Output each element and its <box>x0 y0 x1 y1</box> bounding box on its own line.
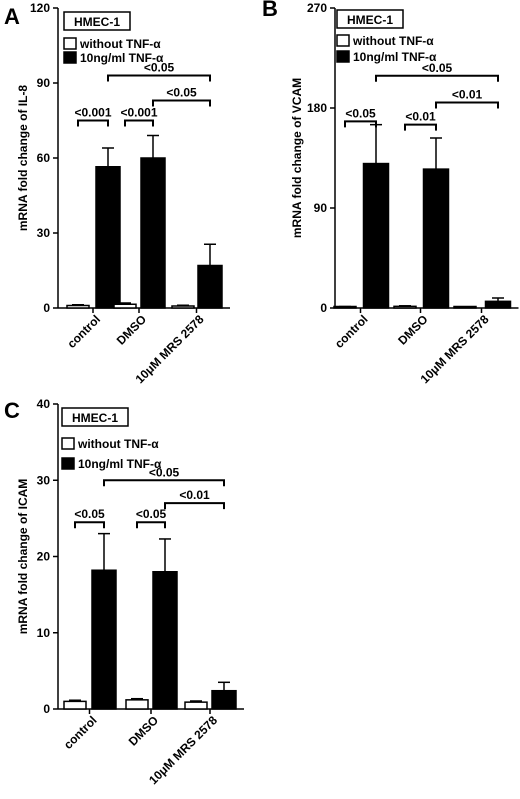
panel-letter: C <box>4 398 20 423</box>
title-box <box>336 9 404 29</box>
y-tick-label: 0 <box>320 301 327 315</box>
legend-label: 10ng/ml TNF-α <box>78 457 162 471</box>
y-tick-label: 120 <box>30 1 50 15</box>
y-tick-label: 270 <box>307 1 327 15</box>
legend-label: 10ng/ml TNF-α <box>353 50 437 64</box>
category-label: DMSO <box>126 713 161 748</box>
bar-without-tnf <box>171 305 195 309</box>
significance-label: <0.05 <box>166 86 197 100</box>
category-label: control <box>61 713 100 752</box>
significance-label: <0.05 <box>144 61 175 75</box>
y-axis-label: mRNA fold change of ICAM <box>16 479 30 635</box>
legend-label: 10ng/ml TNF-α <box>80 51 164 65</box>
bar-with-tnf <box>152 571 178 710</box>
significance-bracket <box>124 119 154 127</box>
legend-swatch <box>63 37 77 50</box>
significance-label: <0.05 <box>74 507 105 521</box>
significance-bracket <box>103 479 225 487</box>
y-tick-label: 20 <box>37 550 51 564</box>
significance-label: <0.01 <box>405 110 436 124</box>
significance-bracket <box>344 120 377 128</box>
y-tick-label: 0 <box>43 702 50 716</box>
bar-with-tnf <box>422 168 450 309</box>
significance-label: <0.001 <box>74 106 111 120</box>
bar-without-tnf <box>113 303 137 309</box>
bar-with-tnf <box>91 569 117 710</box>
significance-label: <0.05 <box>345 106 376 120</box>
panel-letter: B <box>262 0 278 21</box>
significance-bracket <box>435 101 499 109</box>
y-tick-label: 90 <box>314 201 328 215</box>
bar-without-tnf <box>125 699 149 710</box>
y-axis-label: mRNA fold change of IL-8 <box>16 85 30 232</box>
bar-with-tnf <box>197 264 223 309</box>
significance-bracket <box>77 119 109 127</box>
category-label: control <box>332 312 371 351</box>
bar-with-tnf <box>484 300 512 309</box>
bar-with-tnf <box>211 689 237 710</box>
legend-label: without TNF-α <box>79 37 161 51</box>
y-tick-label: 10 <box>37 626 51 640</box>
bar-without-tnf <box>63 700 87 710</box>
legend-swatch <box>61 437 75 450</box>
title-box <box>61 407 129 427</box>
legend-label: without TNF-α <box>352 34 434 48</box>
significance-label: <0.05 <box>422 61 453 75</box>
title-box <box>63 11 131 31</box>
category-label: DMSO <box>114 312 149 347</box>
significance-label: <0.05 <box>136 507 167 521</box>
significance-label: <0.01 <box>452 87 483 101</box>
significance-bracket <box>152 99 211 107</box>
legend-swatch <box>63 51 77 64</box>
legend-swatch <box>336 50 350 63</box>
bar-with-tnf <box>362 162 390 309</box>
legend-swatch <box>61 457 75 470</box>
category-label: control <box>64 312 103 351</box>
bar-without-tnf <box>393 305 417 309</box>
category-label: DMSO <box>395 312 430 347</box>
bar-with-tnf <box>140 157 166 309</box>
significance-label: <0.001 <box>120 106 157 120</box>
y-tick-label: 40 <box>37 397 51 411</box>
chart-title: HMEC-1 <box>347 13 393 27</box>
chart-title: HMEC-1 <box>74 15 120 29</box>
y-tick-label: 0 <box>43 301 50 315</box>
chart-title: HMEC-1 <box>72 411 118 425</box>
significance-bracket <box>164 502 225 510</box>
chart-panel-B: B 0 90 180 270 mRNA fold change of VCAM contro… <box>262 0 519 386</box>
legend-label: without TNF-α <box>77 437 159 451</box>
chart-panel-C: C 0 10 20 30 40 mRNA fold change of ICAM contro… <box>4 397 244 787</box>
chart-panel-A: A 0 30 60 90 120 mRNA fold change of IL-8 contr… <box>4 1 230 386</box>
legend-swatch <box>336 34 350 47</box>
y-tick-label: 180 <box>307 101 327 115</box>
y-axis-label: mRNA fold change of VCAM <box>290 78 304 238</box>
significance-label: <0.01 <box>179 488 210 502</box>
panel-letter: A <box>4 4 20 29</box>
significance-bracket <box>404 123 437 131</box>
bar-without-tnf <box>66 304 90 309</box>
significance-bracket <box>136 521 166 529</box>
significance-bracket <box>375 74 499 82</box>
bar-with-tnf <box>95 166 121 309</box>
significance-label: <0.05 <box>149 465 180 479</box>
y-tick-label: 90 <box>37 76 51 90</box>
significance-bracket <box>107 74 211 82</box>
significance-bracket <box>74 521 105 529</box>
bar-without-tnf <box>184 701 208 710</box>
y-tick-label: 30 <box>37 226 51 240</box>
y-tick-label: 30 <box>37 473 51 487</box>
y-tick-label: 60 <box>37 151 51 165</box>
